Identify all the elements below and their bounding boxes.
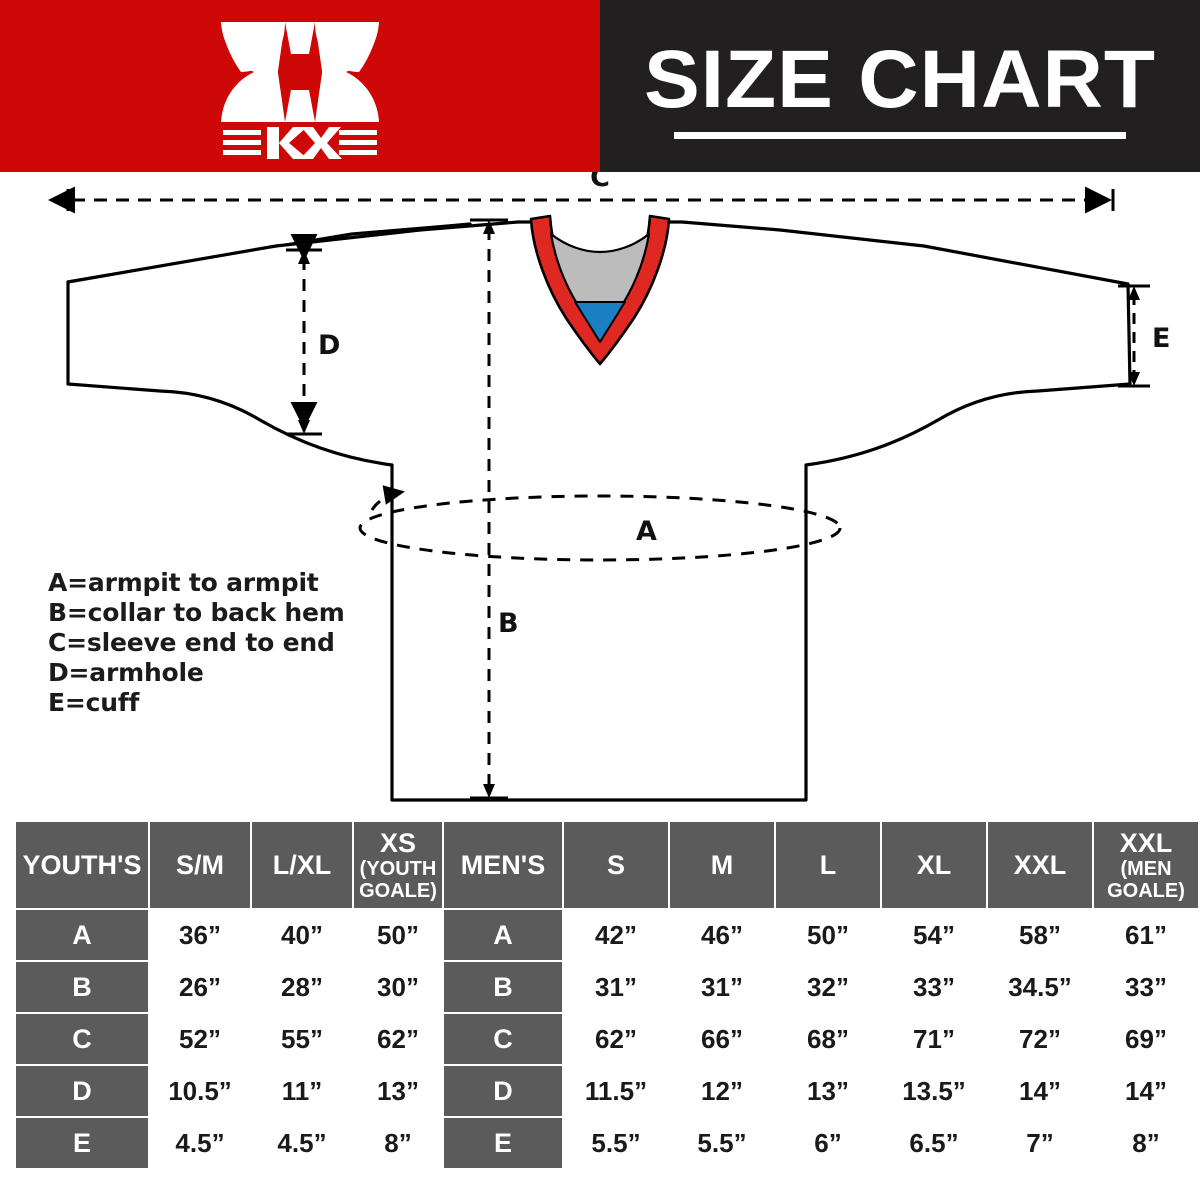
cell-men-b-4: 34.5” <box>988 962 1092 1012</box>
cell-men-c-4: 72” <box>988 1014 1092 1064</box>
svg-text:E: E <box>1152 323 1170 354</box>
cell-men-b-5: 33” <box>1094 962 1198 1012</box>
cell-men-d-2: 13” <box>776 1066 880 1116</box>
cell-men-d-4: 14” <box>988 1066 1092 1116</box>
cell-men-d-1: 12” <box>670 1066 774 1116</box>
header-mens: MEN'S <box>444 822 562 908</box>
cell-men-a-5: 61” <box>1094 910 1198 960</box>
cell-youth-b-1: 28” <box>252 962 352 1012</box>
cell-youth-a-0: 36” <box>150 910 250 960</box>
header-bar: SIZE CHART <box>0 0 1200 172</box>
header-black-panel <box>600 0 1200 172</box>
cell-youth-c-1: 55” <box>252 1014 352 1064</box>
cell-men-e-4: 7” <box>988 1118 1092 1168</box>
row-label-youth-c: C <box>16 1014 148 1064</box>
cell-youth-d-0: 10.5” <box>150 1066 250 1116</box>
cell-men-c-5: 69” <box>1094 1014 1198 1064</box>
svg-text:D: D <box>318 330 340 361</box>
legend-line-a: A=armpit to armpit <box>48 568 319 597</box>
header-men-s: S <box>564 822 668 908</box>
cell-men-c-3: 71” <box>882 1014 986 1064</box>
row-label-men-c: C <box>444 1014 562 1064</box>
cell-men-b-3: 33” <box>882 962 986 1012</box>
header-youth-sm: S/M <box>150 822 250 908</box>
title-block: SIZE CHART <box>600 0 1200 172</box>
cell-men-b-1: 31” <box>670 962 774 1012</box>
cell-men-e-0: 5.5” <box>564 1118 668 1168</box>
header-men-goalie: XXL (MEN GOALE) <box>1094 822 1198 908</box>
dimension-e: E <box>1118 284 1170 388</box>
cell-youth-e-0: 4.5” <box>150 1118 250 1168</box>
cell-youth-a-1: 40” <box>252 910 352 960</box>
cell-youth-e-1: 4.5” <box>252 1118 352 1168</box>
cell-men-c-1: 66” <box>670 1014 774 1064</box>
dimension-d: D <box>286 234 340 436</box>
page-title: SIZE CHART <box>643 34 1157 125</box>
cell-men-c-2: 68” <box>776 1014 880 1064</box>
cell-men-b-2: 32” <box>776 962 880 1012</box>
cell-men-d-3: 13.5” <box>882 1066 986 1116</box>
row-label-men-a: A <box>444 910 562 960</box>
table-row: E 4.5” 4.5” 8” E 5.5” 5.5” 6” 6.5” 7” 8” <box>16 1118 1198 1168</box>
row-label-men-e: E <box>444 1118 562 1168</box>
dimension-a: A <box>358 485 842 562</box>
cell-youth-c-2: 62” <box>354 1014 442 1064</box>
cell-men-a-1: 46” <box>670 910 774 960</box>
measurement-legend: A=armpit to armpit B=collar to back hem … <box>48 568 378 718</box>
svg-text:A: A <box>636 516 657 547</box>
table-row: D 10.5” 11” 13” D 11.5” 12” 13” 13.5” 14… <box>16 1066 1198 1116</box>
cell-youth-b-2: 30” <box>354 962 442 1012</box>
cell-men-d-5: 14” <box>1094 1066 1198 1116</box>
cell-men-a-3: 54” <box>882 910 986 960</box>
cell-men-c-0: 62” <box>564 1014 668 1064</box>
legend-line-c: C=sleeve end to end <box>48 628 335 657</box>
row-label-youth-e: E <box>16 1118 148 1168</box>
header-men-l: L <box>776 822 880 908</box>
header-youth-goalie: XS (YOUTH GOALE) <box>354 822 442 908</box>
header-men-xxl: XXL <box>988 822 1092 908</box>
legend-line-b: B=collar to back hem <box>48 598 345 627</box>
row-label-youth-d: D <box>16 1066 148 1116</box>
cell-youth-e-2: 8” <box>354 1118 442 1168</box>
title-underline <box>674 132 1126 139</box>
cell-men-e-1: 5.5” <box>670 1118 774 1168</box>
row-label-youth-a: A <box>16 910 148 960</box>
cell-youth-a-2: 50” <box>354 910 442 960</box>
cell-youth-c-0: 52” <box>150 1014 250 1064</box>
cell-men-b-0: 31” <box>564 962 668 1012</box>
cell-men-e-5: 8” <box>1094 1118 1198 1168</box>
header-youth-lxl: L/XL <box>252 822 352 908</box>
cell-men-d-0: 11.5” <box>564 1066 668 1116</box>
header-youths: YOUTH'S <box>16 822 148 908</box>
dimension-c: C <box>48 172 1115 214</box>
dimension-b: B <box>470 218 519 800</box>
cell-youth-d-2: 13” <box>354 1066 442 1116</box>
legend-line-d: D=armhole <box>48 658 204 687</box>
cell-youth-b-0: 26” <box>150 962 250 1012</box>
cell-men-a-2: 50” <box>776 910 880 960</box>
table-header-row: YOUTH'S S/M L/XL XS (YOUTH GOALE) MEN'S … <box>16 822 1198 908</box>
svg-text:B: B <box>498 608 519 639</box>
table-row: A 36” 40” 50” A 42” 46” 50” 54” 58” 61” <box>16 910 1198 960</box>
jersey-collar <box>529 214 671 366</box>
header-men-xl: XL <box>882 822 986 908</box>
cell-men-a-4: 58” <box>988 910 1092 960</box>
table-row: C 52” 55” 62” C 62” 66” 68” 71” 72” 69” <box>16 1014 1198 1064</box>
cell-men-e-3: 6.5” <box>882 1118 986 1168</box>
hockey-jersey-diagram: C <box>0 172 1200 820</box>
row-label-men-b: B <box>444 962 562 1012</box>
row-label-youth-b: B <box>16 962 148 1012</box>
cell-youth-d-1: 11” <box>252 1066 352 1116</box>
svg-text:C: C <box>590 172 610 193</box>
kxk-logo-icon <box>215 14 385 162</box>
table-row: B 26” 28” 30” B 31” 31” 32” 33” 34.5” 33… <box>16 962 1198 1012</box>
size-table: YOUTH'S S/M L/XL XS (YOUTH GOALE) MEN'S … <box>14 820 1200 1170</box>
cell-men-e-2: 6” <box>776 1118 880 1168</box>
header-men-m: M <box>670 822 774 908</box>
cell-men-a-0: 42” <box>564 910 668 960</box>
legend-line-e: E=cuff <box>48 688 140 717</box>
row-label-men-d: D <box>444 1066 562 1116</box>
